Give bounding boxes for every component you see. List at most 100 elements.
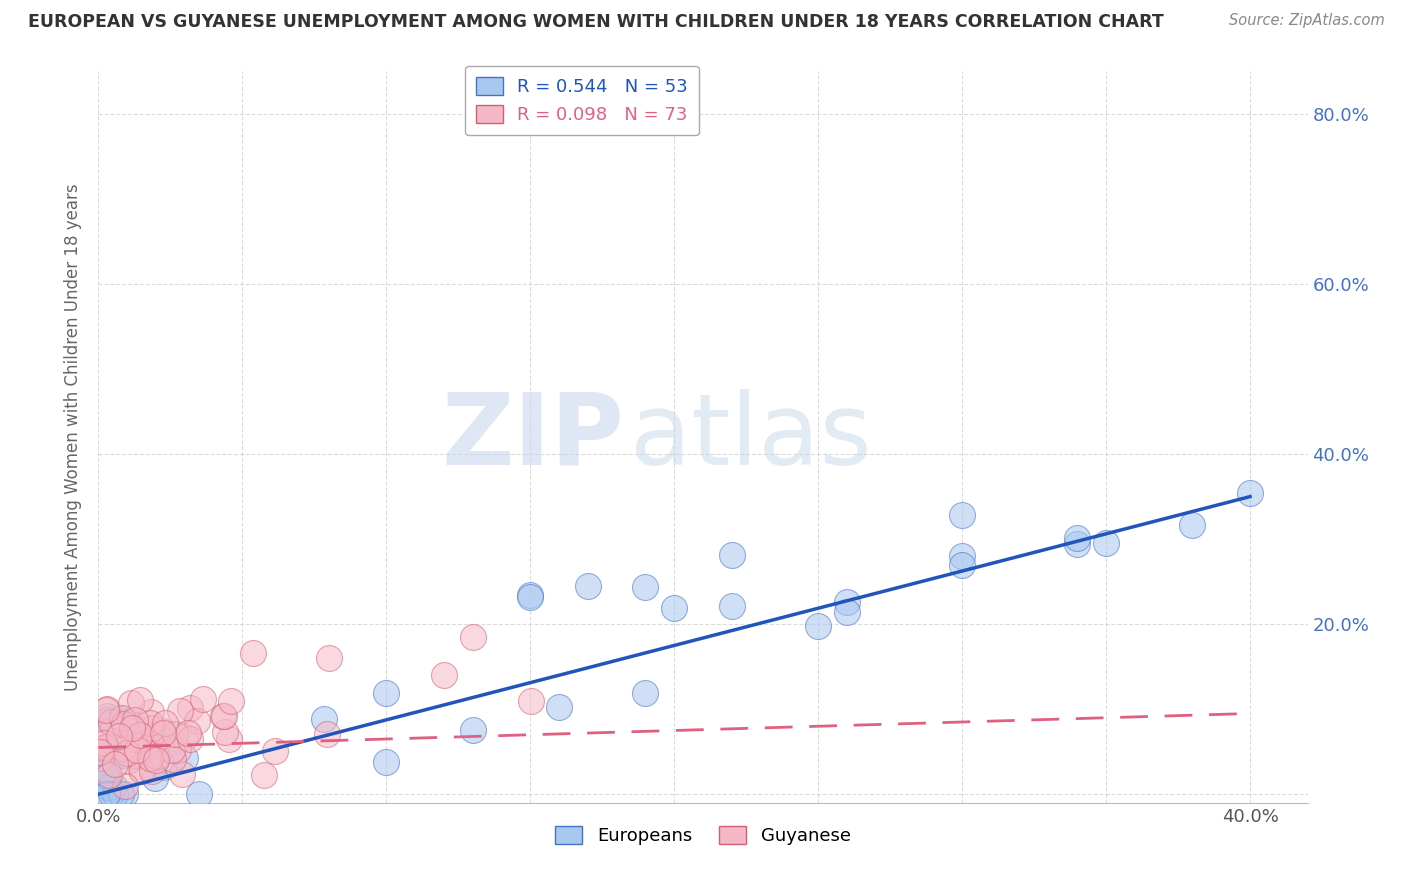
Point [128,734,150,748]
Point [146,749,169,764]
Point [214,724,236,739]
Point [98,756,121,770]
Point [139,715,162,730]
Point [461,630,484,644]
Point [122,732,145,747]
Point [96,774,118,789]
Point [103,779,125,793]
Point [146,726,169,740]
Point [96,724,118,739]
Point [186,714,208,729]
Point [124,713,146,727]
Point [115,754,138,768]
Point [129,763,152,777]
Point [720,599,742,614]
Point [263,744,285,758]
Point [97,768,120,782]
Point [576,579,599,593]
Point [152,760,174,774]
Point [950,558,973,572]
Point [131,764,153,779]
Text: EUROPEAN VS GUYANESE UNEMPLOYMENT AMONG WOMEN WITH CHILDREN UNDER 18 YEARS CORRE: EUROPEAN VS GUYANESE UNEMPLOYMENT AMONG … [28,13,1164,31]
Point [664,601,686,615]
Point [173,730,195,744]
Point [221,694,243,708]
Point [835,595,858,609]
Point [98,751,121,765]
Point [170,767,193,781]
Point [127,732,149,747]
Point [318,651,340,665]
Point [143,771,166,785]
Point [129,728,152,742]
Point [131,731,153,746]
Point [120,723,142,738]
Point [242,646,264,660]
Point [111,711,134,725]
Point [124,748,146,763]
Point [253,767,276,781]
Point [163,727,186,741]
Point [950,508,973,522]
Point [93,740,115,755]
Point [520,694,543,708]
Point [96,702,118,716]
Point [96,769,118,783]
Point [312,712,335,726]
Point [146,749,169,764]
Point [162,742,184,756]
Point [720,548,742,562]
Point [169,704,191,718]
Point [96,787,118,801]
Point [141,764,163,778]
Point [108,729,131,743]
Point [1066,531,1088,545]
Text: ZIP: ZIP [441,389,624,485]
Point [461,723,484,737]
Point [117,746,139,760]
Point [128,693,150,707]
Point [135,735,157,749]
Point [96,743,118,757]
Point [179,701,201,715]
Point [156,734,179,748]
Point [212,709,235,723]
Point [152,726,174,740]
Point [212,709,235,723]
Point [139,746,162,760]
Point [191,691,214,706]
Text: atlas: atlas [630,389,872,485]
Point [89,745,111,759]
Point [96,769,118,783]
Point [103,719,125,733]
Point [104,756,127,771]
Point [96,764,118,778]
Point [835,605,858,619]
Point [950,549,973,564]
Point [375,686,398,700]
Point [433,668,456,682]
Point [97,780,120,794]
Point [375,756,398,770]
Point [110,787,132,801]
Point [125,743,148,757]
Point [145,753,167,767]
Point [548,699,571,714]
Point [96,740,118,755]
Point [114,779,136,793]
Point [634,686,657,700]
Point [1181,518,1204,533]
Point [138,751,160,765]
Point [96,752,118,766]
Point [100,787,122,801]
Point [94,740,117,755]
Y-axis label: Unemployment Among Women with Children Under 18 years: Unemployment Among Women with Children U… [65,183,83,691]
Point [315,726,337,740]
Point [96,709,118,723]
Point [179,732,201,747]
Point [114,715,136,730]
Point [139,738,162,752]
Point [90,751,112,765]
Point [125,749,148,764]
Point [94,703,117,717]
